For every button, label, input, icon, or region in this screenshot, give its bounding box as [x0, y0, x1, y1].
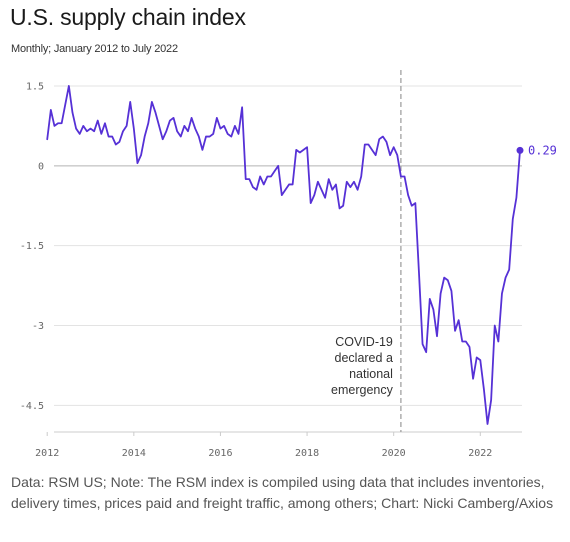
y-tick-label: 1.5 [26, 81, 44, 92]
x-axis-ticks: 2012 2014 2016 2018 2020 2022 [35, 432, 492, 459]
annotation-text-line: declared a [335, 351, 393, 365]
y-tick-label: -1.5 [20, 241, 44, 252]
y-axis-ticks: 1.5 0 -1.5 -3 -4.5 [20, 81, 44, 411]
y-tick-label: -3 [32, 321, 44, 332]
x-tick-label: 2022 [468, 448, 492, 459]
last-value-point [516, 146, 524, 154]
y-tick-label: -4.5 [20, 401, 44, 412]
last-value-label: 0.29 [528, 143, 557, 157]
x-tick-label: 2020 [382, 448, 406, 459]
chart-title: U.S. supply chain index [10, 4, 246, 30]
chart-subtitle: Monthly; January 2012 to July 2022 [11, 43, 178, 55]
x-tick-label: 2016 [208, 448, 232, 459]
grid-layer [54, 85, 522, 433]
chart-svg: 1.50-1.5-3-4.5 2012 2014 2016 2018 2020 2022 … [20, 70, 557, 459]
x-tick-label: 2018 [295, 448, 319, 459]
annotation-layer: COVID-19 declared a national emergency [331, 70, 402, 432]
series-line [46, 85, 521, 425]
x-tick-label: 2012 [35, 448, 59, 459]
annotation-text-line: COVID-19 [335, 335, 393, 349]
annotation-text-line: national [349, 367, 393, 381]
series-layer: 0.29 [46, 85, 557, 425]
x-tick-label: 2014 [122, 448, 146, 459]
y-tick-label: 0 [38, 161, 44, 172]
annotation-text-line: emergency [331, 383, 394, 397]
source-note: Data: RSM US; Note: The RSM index is com… [11, 474, 554, 511]
